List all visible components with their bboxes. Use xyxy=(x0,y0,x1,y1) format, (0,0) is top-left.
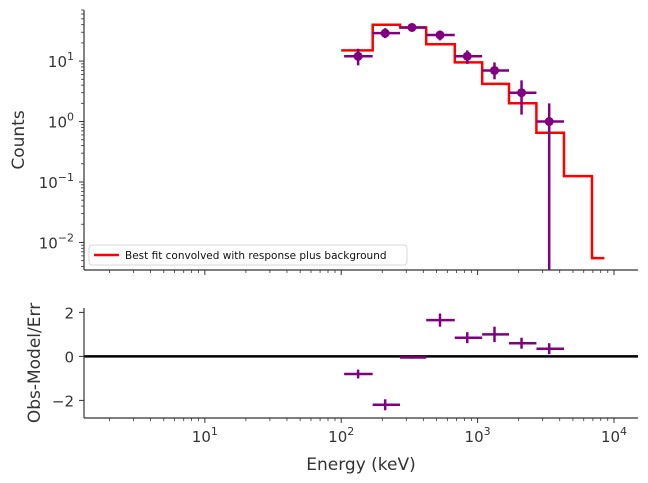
residual-point xyxy=(426,313,455,327)
x-tick-label: 102 xyxy=(328,425,354,446)
data-marker xyxy=(489,65,499,75)
data-point xyxy=(509,80,537,115)
y-axis-label: Obs-Model/Err xyxy=(25,303,45,423)
data-marker xyxy=(353,51,363,61)
legend-label: Best fit convolved with response plus ba… xyxy=(125,250,387,262)
y-tick-label: 10−1 xyxy=(39,171,74,192)
data-point xyxy=(536,103,564,270)
data-point xyxy=(426,30,455,41)
data-point xyxy=(454,50,483,64)
data-marker xyxy=(435,30,445,40)
data-marker xyxy=(380,28,390,38)
x-tick-label-mantissa: 10 xyxy=(465,428,484,446)
data-point xyxy=(372,28,401,39)
x-tick-label: 104 xyxy=(601,425,627,446)
y-tick-label-exponent: −1 xyxy=(58,171,74,184)
x-tick-label-mantissa: 10 xyxy=(192,428,211,446)
data-marker xyxy=(544,117,554,127)
x-tick-label-exponent: 4 xyxy=(620,425,627,438)
data-point xyxy=(344,48,373,66)
data-marker xyxy=(462,51,472,61)
legend: Best fit convolved with response plus ba… xyxy=(88,244,408,266)
x-tick-label: 103 xyxy=(465,425,491,446)
residual-point xyxy=(536,343,564,355)
y-tick-label: 0 xyxy=(64,348,74,366)
y-tick-label: 100 xyxy=(48,111,74,132)
y-tick-label: 10−2 xyxy=(39,231,74,252)
residual-point xyxy=(509,337,537,349)
residual-point xyxy=(482,326,510,343)
x-tick-label-exponent: 3 xyxy=(484,425,491,438)
y-tick-label-mantissa: 10 xyxy=(39,234,58,252)
x-tick-label-exponent: 2 xyxy=(347,425,354,438)
model-step-line xyxy=(341,23,605,260)
x-axis-label: Energy (keV) xyxy=(306,455,416,475)
residual-point xyxy=(400,356,427,359)
data-marker xyxy=(517,88,527,98)
x-tick-label-exponent: 1 xyxy=(211,425,218,438)
x-tick-label-mantissa: 10 xyxy=(328,428,347,446)
y-tick-label-mantissa: 10 xyxy=(48,114,67,132)
residual-point xyxy=(372,399,401,411)
x-tick-label-mantissa: 10 xyxy=(601,428,620,446)
y-tick-label-exponent: 1 xyxy=(67,50,74,63)
y-tick-label-mantissa: 10 xyxy=(39,174,58,192)
residual-point xyxy=(454,332,483,344)
data-point xyxy=(400,22,427,32)
residual-point xyxy=(344,369,373,379)
y-axis-label: Counts xyxy=(9,110,29,169)
y-tick-label-exponent: −2 xyxy=(58,231,74,244)
data-marker xyxy=(407,22,417,32)
y-tick-label-mantissa: 10 xyxy=(48,53,67,71)
x-tick-label: 101 xyxy=(192,425,218,446)
y-tick-label-exponent: 0 xyxy=(67,111,74,124)
y-tick-label: 2 xyxy=(64,304,74,322)
data-point xyxy=(482,62,510,80)
legend-frame xyxy=(88,244,408,266)
y-tick-label: −2 xyxy=(52,392,74,410)
y-tick-label: 101 xyxy=(48,50,74,71)
